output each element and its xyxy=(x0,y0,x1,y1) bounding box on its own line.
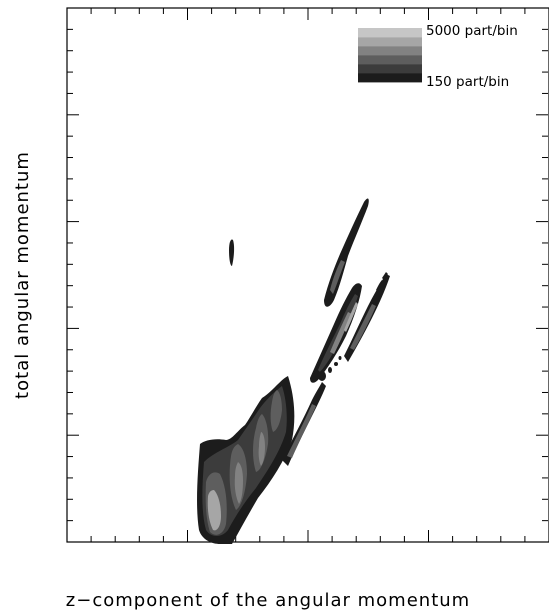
contour-regions xyxy=(197,198,390,544)
legend-level-swatch xyxy=(358,64,422,74)
legend: 5000 part/bin 150 part/bin xyxy=(358,23,518,90)
contour-dotted-tail xyxy=(318,356,342,381)
legend-level-swatch xyxy=(358,37,422,47)
contour-ridge-lower xyxy=(282,382,326,466)
legend-max-label: 5000 part/bin xyxy=(426,23,518,39)
legend-level-swatch xyxy=(358,55,422,65)
legend-level-swatch xyxy=(358,46,422,56)
contour-main-lobe xyxy=(197,376,295,544)
contour-isolated-blob xyxy=(229,239,235,266)
legend-colorbar xyxy=(358,28,422,83)
legend-level-swatch xyxy=(358,28,422,38)
contour-upper-arm xyxy=(324,198,369,307)
legend-min-label: 150 part/bin xyxy=(426,74,509,90)
y-axis-label: total angular momentum xyxy=(12,151,33,399)
contour-right-band xyxy=(344,272,390,362)
contour-diagonal-streak xyxy=(310,283,362,383)
x-axis-label: z−component of the angular momentum xyxy=(66,590,470,611)
legend-level-swatch xyxy=(358,73,422,83)
